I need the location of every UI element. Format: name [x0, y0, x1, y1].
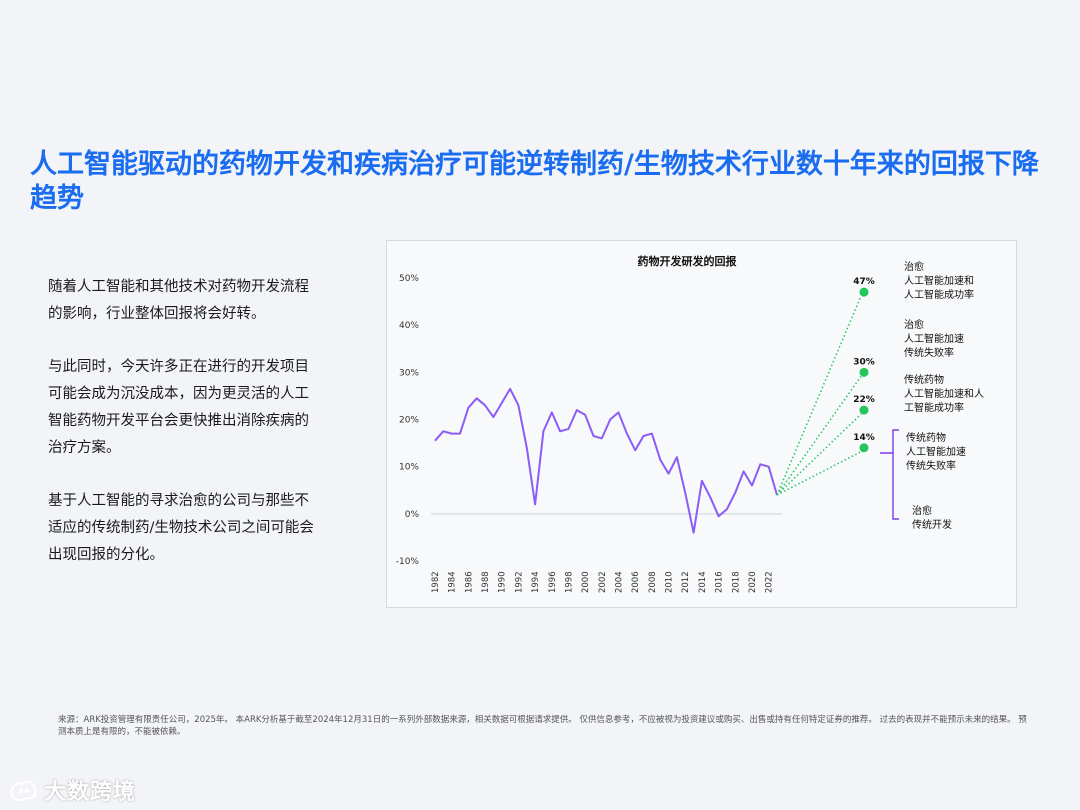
x-tick-label: 2010	[665, 571, 675, 593]
x-tick-label: 1988	[481, 571, 491, 593]
scenario-label: 人工智能加速和人	[904, 387, 984, 400]
bracket-note: 治愈	[912, 504, 932, 517]
historical-series	[434, 387, 778, 534]
x-tick-label: 2014	[698, 571, 708, 593]
x-tick-label: 1986	[464, 571, 474, 593]
bracket-line	[880, 429, 899, 520]
projection-value-label: 30%	[853, 357, 875, 367]
x-tick-label: 2004	[615, 571, 625, 593]
scenario-label: 传统药物	[904, 373, 944, 386]
x-axis: 1982 1984 1986 1988 1990 1992 1994 1996 1998 2000…	[431, 571, 775, 593]
projection-point	[859, 405, 869, 415]
y-tick-label: -10%	[396, 557, 420, 567]
y-tick-label: 20%	[399, 416, 419, 426]
logo-text: 大数跨境	[44, 780, 137, 805]
source-footnote: 来源：ARK投资管理有限责任公司，2025年。 本ARK分析基于截至2024年1…	[58, 715, 1027, 737]
x-tick-label: 2018	[731, 571, 741, 593]
x-tick-label: 1998	[564, 571, 574, 593]
x-tick-label: 1992	[514, 571, 524, 593]
projection-arrow	[776, 451, 862, 496]
paragraph-3: 基于人工智能的寻求治愈的公司与那些不适应的传统制药/生物技术公司之间可能会出现回…	[48, 493, 314, 563]
paragraph-1: 随着人工智能和其他技术对药物开发流程的影响，行业整体回报将会好转。	[48, 279, 309, 322]
x-tick-label: 1996	[548, 571, 558, 593]
y-axis: 50% 40% 30% 20% 10% 0% -10%	[396, 274, 420, 567]
scenario-label: 人工智能成功率	[904, 288, 974, 301]
x-tick-label: 1994	[531, 571, 541, 593]
returns-chart: 药物开发研发的回报 50% 40% 30% 20% 10% 0% -10% 1982 1984…	[396, 254, 984, 593]
x-tick-label: 2008	[648, 571, 658, 593]
paragraph-2: 与此同时，今天许多正在进行的开发项目可能会成为沉没成本，因为更灵活的人工智能药物…	[48, 359, 309, 456]
x-tick-label: 1984	[448, 571, 458, 593]
chart-title: 药物开发研发的回报	[638, 254, 738, 268]
x-tick-label: 2016	[715, 571, 725, 593]
projection-point	[859, 443, 869, 453]
page-title: 人工智能驱动的药物开发和疾病治疗可能逆转制药/生物技术行业数十年来的回报下降趋势	[30, 149, 1039, 214]
projections: 47%治愈人工智能加速和人工智能成功率30%治愈人工智能加速传统失败率22%传统…	[776, 260, 984, 496]
x-tick-label: 2002	[598, 571, 608, 593]
scenario-label: 治愈	[904, 260, 924, 273]
projection-point	[859, 367, 869, 377]
scenario-label: 传统失败率	[906, 459, 956, 472]
y-tick-label: 50%	[399, 274, 419, 284]
y-tick-label: 30%	[399, 368, 419, 378]
scenario-label: 传统失败率	[904, 346, 954, 359]
y-tick-label: 10%	[399, 463, 419, 473]
x-tick-label: 2020	[748, 571, 758, 593]
scenario-label: 人工智能加速	[904, 332, 964, 345]
x-tick-label: 1982	[431, 571, 441, 593]
body-text: 随着人工智能和其他技术对药物开发流程的影响，行业整体回报将会好转。 与此同时，今…	[48, 274, 318, 595]
scenario-label: 工智能成功率	[904, 401, 964, 414]
scenario-label: 治愈	[904, 318, 924, 331]
returns-line	[434, 387, 778, 534]
x-tick-label: 2006	[631, 571, 641, 593]
projection-arrow	[776, 295, 862, 496]
projection-arrow	[776, 375, 862, 496]
x-tick-label: 2012	[681, 571, 691, 593]
projection-arrow	[776, 413, 862, 496]
x-tick-label: 2022	[765, 571, 775, 593]
bracket-note: 传统开发	[912, 518, 952, 531]
projection-value-label: 47%	[853, 277, 875, 287]
scenario-label: 传统药物	[906, 431, 946, 444]
scenario-label: 人工智能加速	[906, 445, 966, 458]
projection-value-label: 22%	[853, 395, 875, 405]
projection-point	[859, 287, 869, 297]
logo-icon	[10, 780, 37, 802]
y-tick-label: 40%	[399, 321, 419, 331]
scenario-label: 人工智能加速和	[904, 274, 974, 287]
projection-value-label: 14%	[853, 433, 875, 443]
x-tick-label: 2000	[581, 571, 591, 593]
brand-logo: 大数跨境	[8, 774, 136, 806]
x-tick-label: 1990	[498, 571, 508, 593]
y-tick-label: 0%	[405, 510, 420, 520]
chart-container: 药物开发研发的回报 50% 40% 30% 20% 10% 0% -10% 1982 1984…	[386, 240, 1017, 608]
